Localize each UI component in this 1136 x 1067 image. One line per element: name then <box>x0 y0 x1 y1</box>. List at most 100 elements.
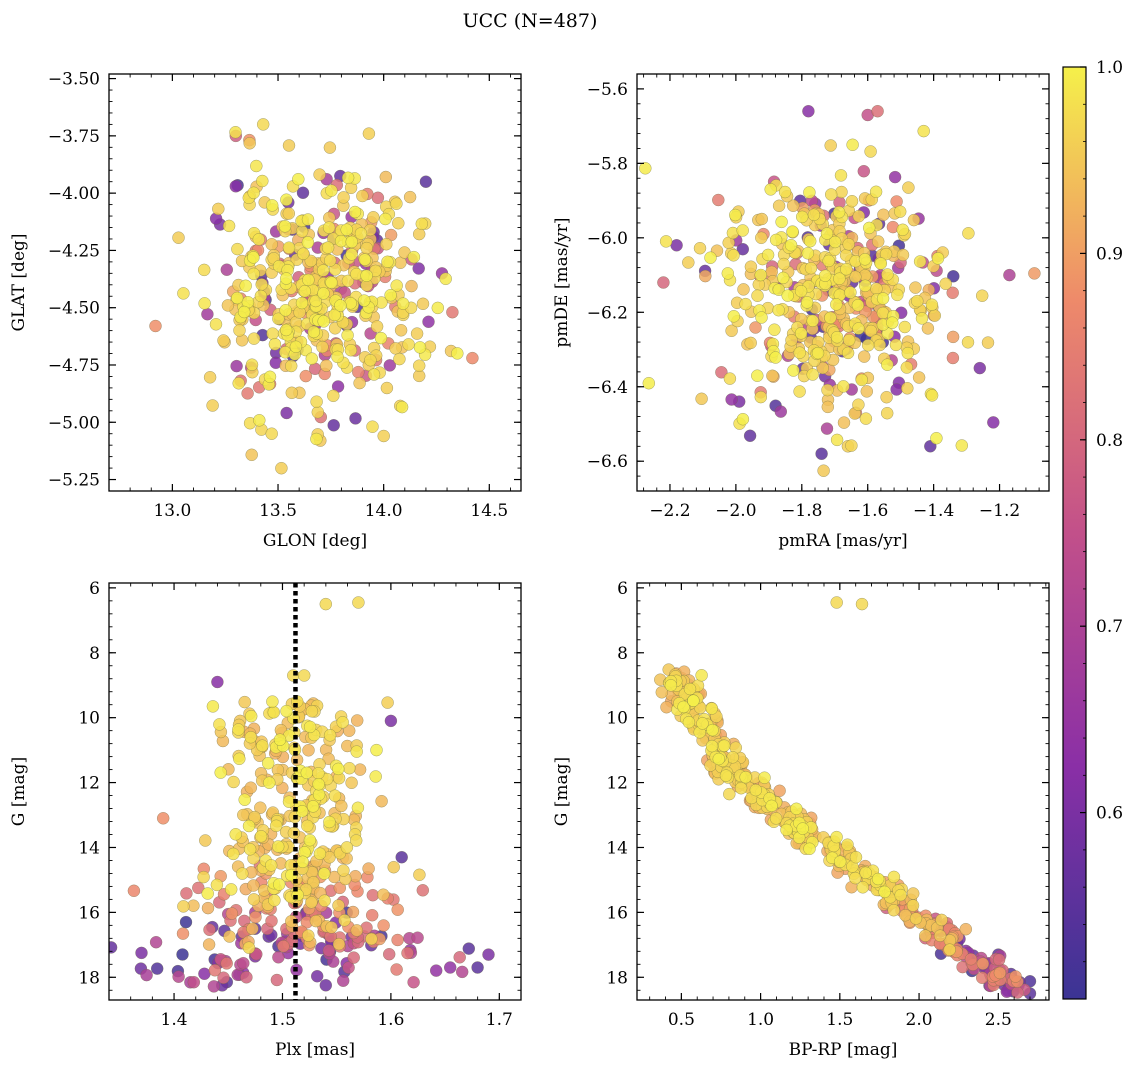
scatter-point <box>413 868 426 882</box>
scatter-point <box>837 380 850 393</box>
scatter-point <box>340 223 353 236</box>
y-tick-label: −5.6 <box>587 80 628 100</box>
scatter-point <box>851 299 865 312</box>
scatter-point <box>322 221 336 234</box>
scatter-point <box>383 359 397 372</box>
scatter-point <box>793 346 806 359</box>
scatter-point <box>292 172 305 186</box>
y-axis-title: G [mag] <box>552 757 572 826</box>
scatter-point <box>282 795 296 808</box>
scatter-point <box>249 910 262 924</box>
scatter-point <box>842 333 856 347</box>
scatter-point <box>369 770 382 783</box>
scatter-point <box>172 231 185 244</box>
scatter-point <box>906 887 920 900</box>
scatter-point <box>352 365 365 379</box>
scatter-point <box>265 199 279 212</box>
scatter-point <box>353 763 367 776</box>
y-axis-title: G [mag] <box>9 757 29 826</box>
scatter-point <box>893 205 907 218</box>
scatter-point <box>214 766 227 779</box>
scatter-point <box>267 706 281 719</box>
scatter-point <box>344 343 358 357</box>
scatter-point <box>277 939 290 953</box>
scatter-point <box>390 279 403 292</box>
scatter-point <box>396 297 410 310</box>
scatter-point <box>852 398 865 411</box>
scatter-point <box>828 235 842 249</box>
scatter-point <box>247 332 261 345</box>
scatter-point <box>305 705 319 718</box>
scatter-point <box>930 431 943 445</box>
scatter-points <box>654 596 1037 1000</box>
scatter-point <box>725 324 738 338</box>
scatter-point <box>844 286 857 299</box>
colorbar-tick-label: 0.6 <box>1096 804 1123 824</box>
scatter-point <box>453 951 466 964</box>
scatter-point <box>299 369 313 383</box>
scatter-point <box>896 248 910 262</box>
x-tick-label: 0.5 <box>668 1010 695 1030</box>
scatter-point <box>198 967 211 981</box>
scatter-point <box>695 669 708 682</box>
x-tick-label: 14.5 <box>470 501 508 521</box>
scatter-point <box>309 914 323 928</box>
scatter-point <box>921 322 935 335</box>
scatter-point <box>321 241 335 254</box>
scatter-point <box>482 948 495 961</box>
scatter-point <box>859 866 872 880</box>
scatter-point <box>309 294 322 308</box>
scatter-point <box>739 770 752 784</box>
scatter-point <box>915 312 929 325</box>
scatter-point <box>769 351 782 364</box>
scatter-point <box>743 429 757 443</box>
scatter-point <box>334 299 347 312</box>
x-tick-label: 1.6 <box>377 1010 404 1030</box>
scatter-point <box>806 314 819 328</box>
y-tick-label: −6.2 <box>587 303 628 323</box>
scatter-point <box>241 387 254 400</box>
scatter-point <box>312 767 325 780</box>
scatter-point <box>855 373 868 387</box>
scatter-point <box>769 812 783 825</box>
scatter-point <box>769 233 783 247</box>
scatter-point <box>289 340 303 354</box>
scatter-point <box>830 433 844 447</box>
scatter-point <box>353 376 366 390</box>
scatter-point <box>232 723 245 736</box>
scatter-point <box>345 248 358 261</box>
scatter-point <box>402 338 415 351</box>
scatter-point <box>279 304 292 317</box>
scatter-point <box>962 227 975 240</box>
scatter-point <box>824 188 838 201</box>
scatter-point <box>888 170 902 184</box>
scatter-point <box>337 864 350 877</box>
scatter-point <box>856 881 870 894</box>
scatter-point <box>725 393 738 406</box>
scatter-point <box>207 980 221 993</box>
scatter-point <box>389 342 402 355</box>
scatter-point <box>140 968 153 982</box>
colorbar-tick-label: 0.8 <box>1096 431 1123 451</box>
plot-frame <box>108 73 522 492</box>
scatter-point <box>857 350 871 363</box>
scatter-point <box>845 194 859 208</box>
scatter-point <box>1028 267 1041 280</box>
scatter-point <box>849 850 863 864</box>
scatter-point <box>439 272 452 286</box>
scatter-point <box>755 311 768 324</box>
scatter-point <box>237 956 250 970</box>
scatter-point <box>919 929 932 942</box>
scatter-point <box>959 922 973 936</box>
scatter-point <box>301 213 315 226</box>
scatter-point <box>282 241 296 254</box>
scatter-point <box>244 709 258 723</box>
scatter-point <box>830 830 843 844</box>
scatter-point <box>282 139 296 152</box>
scatter-point <box>351 801 365 815</box>
scatter-point <box>1011 986 1024 999</box>
x-tick-label: −1.4 <box>913 501 954 521</box>
scatter-point <box>366 888 380 902</box>
plot-frame <box>108 582 522 1001</box>
